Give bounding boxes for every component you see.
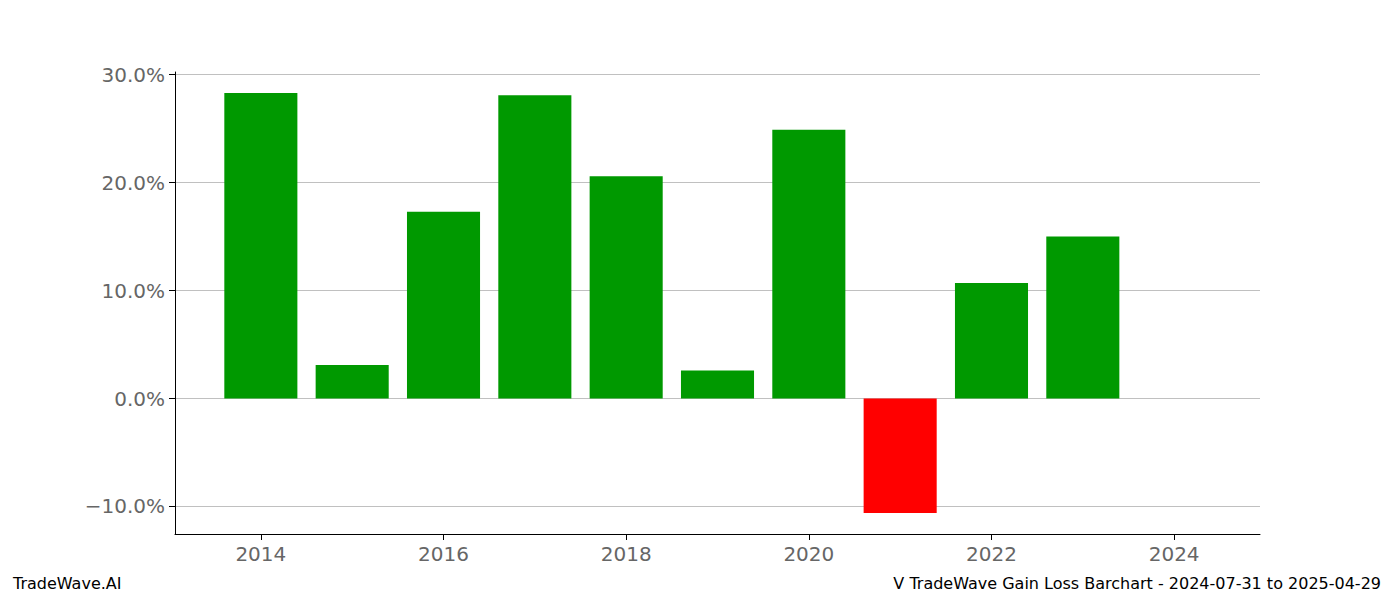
svg-text:20.0%: 20.0% bbox=[101, 171, 165, 195]
svg-text:2014: 2014 bbox=[235, 542, 286, 566]
svg-text:10.0%: 10.0% bbox=[101, 279, 165, 303]
svg-text:TradeWave.AI: TradeWave.AI bbox=[12, 574, 121, 593]
svg-text:2018: 2018 bbox=[601, 542, 652, 566]
svg-text:V TradeWave Gain Loss Barchart: V TradeWave Gain Loss Barchart - 2024-07… bbox=[893, 574, 1381, 593]
svg-text:2020: 2020 bbox=[783, 542, 834, 566]
svg-text:2024: 2024 bbox=[1149, 542, 1200, 566]
svg-text:2016: 2016 bbox=[418, 542, 469, 566]
svg-text:0.0%: 0.0% bbox=[114, 387, 165, 411]
svg-text:2022: 2022 bbox=[966, 542, 1017, 566]
svg-text:−10.0%: −10.0% bbox=[85, 494, 165, 518]
svg-text:30.0%: 30.0% bbox=[101, 63, 165, 87]
